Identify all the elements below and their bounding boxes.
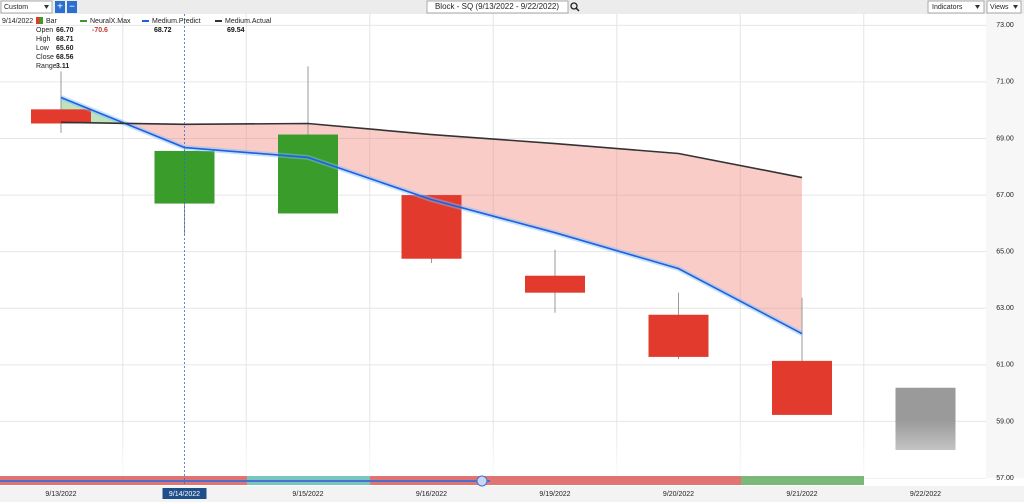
search-handle xyxy=(575,7,580,12)
zoom-out-button[interactable] xyxy=(67,1,77,13)
tooltip-value: 65.60 xyxy=(56,45,74,52)
tooltip-value: 68.56 xyxy=(56,54,74,61)
tooltip-label: Close xyxy=(36,54,54,61)
legend-value: 69.54 xyxy=(227,27,245,34)
chart-layer: 57.00 59.00 61.00 63.00 65.00 67.00 69.00 71.00… xyxy=(0,14,1024,502)
candle-body xyxy=(31,109,91,124)
minus-icon: − xyxy=(69,2,75,13)
spread-fill xyxy=(555,143,679,269)
x-axis-panel xyxy=(0,486,1024,502)
x-tick-label: 9/14/2022 xyxy=(169,491,200,498)
zoom-in-button[interactable] xyxy=(55,1,65,13)
tooltip-label: Open xyxy=(36,27,53,34)
scrollbar-segment xyxy=(741,476,864,485)
y-tick-label: 65.00 xyxy=(996,249,1014,256)
legend-value: 68.72 xyxy=(154,27,172,34)
legend-entry: Medium.Predict xyxy=(152,18,201,25)
bar-swatch xyxy=(36,17,40,24)
y-tick-label: 73.00 xyxy=(996,22,1014,29)
legend-entry: NeuralX.Max xyxy=(90,18,131,25)
tooltip-label: Range xyxy=(36,63,57,70)
legend-value: -70.6 xyxy=(92,27,108,34)
scrollbar-handle[interactable] xyxy=(476,475,488,487)
y-tick-label: 71.00 xyxy=(996,79,1014,86)
y-tick-label: 59.00 xyxy=(996,418,1014,425)
tooltip-label: High xyxy=(36,36,51,43)
x-tick-label: 9/21/2022 xyxy=(786,491,817,498)
x-tick-label: 9/13/2022 xyxy=(45,491,76,498)
y-axis-panel xyxy=(986,14,1024,478)
x-tick-label: 9/20/2022 xyxy=(663,491,694,498)
candle-body xyxy=(648,314,709,357)
spread-fill xyxy=(308,123,432,200)
symbol-box[interactable] xyxy=(426,0,569,14)
y-tick-label: 69.00 xyxy=(996,135,1014,142)
tooltip-date: 9/14/2022 xyxy=(2,18,33,25)
plus-icon: + xyxy=(57,2,63,13)
tooltip-value: 3.11 xyxy=(56,63,69,70)
scrollbar-segment xyxy=(370,476,741,485)
x-tick-label: 9/15/2022 xyxy=(292,491,323,498)
indicators-button[interactable] xyxy=(927,0,985,14)
tooltip: 9/14/2022 Bar Open 66.70 High 68.71 Low 65.60… xyxy=(2,17,272,70)
search-icon[interactable] xyxy=(570,2,578,10)
y-tick-label: 67.00 xyxy=(996,192,1014,199)
x-label-highlight xyxy=(162,488,207,499)
candle-body xyxy=(772,360,832,415)
symbol-title: Block - SQ (9/13/2022 - 9/22/2022) xyxy=(435,2,559,11)
views-button[interactable] xyxy=(986,0,1022,14)
spread-fill xyxy=(678,153,802,334)
spread-fill xyxy=(431,134,555,233)
legend-entry: Medium.Actual xyxy=(225,18,272,25)
tooltip-label: Low xyxy=(36,45,50,52)
tooltip-value: 68.71 xyxy=(56,36,74,43)
y-tick-label: 63.00 xyxy=(996,305,1014,312)
dropdown-arrow xyxy=(1013,5,1018,9)
y-tick-label: 57.00 xyxy=(996,475,1014,482)
x-tick-label: 9/19/2022 xyxy=(539,491,570,498)
range-dropdown[interactable] xyxy=(0,0,53,14)
candle-body xyxy=(525,275,585,293)
spread-fill xyxy=(184,123,308,158)
y-tick-label: 61.00 xyxy=(996,362,1014,369)
x-tick-label: 9/22/2022 xyxy=(910,491,941,498)
bottom-fade xyxy=(0,420,986,478)
x-tick-label: 9/16/2022 xyxy=(416,491,447,498)
tooltip-value: 66.70 xyxy=(56,27,74,34)
dropdown-arrow xyxy=(975,5,980,9)
views-label: Views xyxy=(990,4,1009,11)
dropdown-arrow xyxy=(44,5,49,9)
series-line xyxy=(60,121,803,179)
range-label: Custom xyxy=(4,4,28,11)
bar-label: Bar xyxy=(46,18,58,25)
indicators-label: Indicators xyxy=(932,4,963,11)
candle-body xyxy=(278,134,338,214)
